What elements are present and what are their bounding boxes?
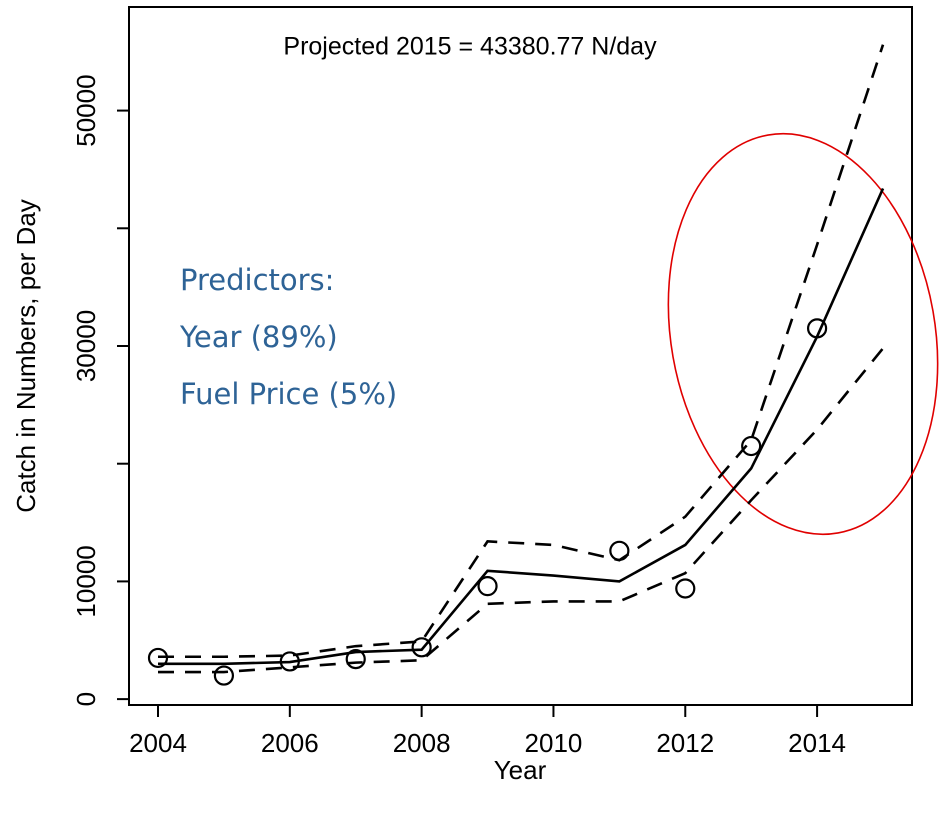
data-point: [345, 648, 366, 670]
data-point: [741, 435, 762, 457]
interval-line: [158, 44, 885, 659]
data-point: [675, 578, 696, 599]
x-tick-label: 2006: [261, 728, 319, 758]
chart-title: Projected 2015 = 43380.77 N/day: [283, 33, 657, 61]
highlight-ellipse: [667, 132, 939, 536]
x-tick-label: 2014: [788, 728, 846, 758]
data-point: [477, 576, 498, 597]
fit-line: [158, 187, 885, 666]
plot-frame: [128, 6, 913, 706]
y-tick-label: 0: [71, 692, 101, 706]
interval-line: [158, 347, 885, 674]
x-tick-label: 2004: [129, 728, 187, 758]
x-tick-label: 2012: [656, 728, 714, 758]
annotation: Year (89%): [179, 320, 338, 354]
data-point: [213, 665, 235, 686]
y-axis-title: Catch in Numbers, per Day: [11, 199, 41, 513]
annotation: Fuel Price (5%): [180, 377, 397, 411]
x-tick-label: 2008: [393, 728, 451, 758]
data-point: [411, 637, 432, 658]
y-tick-label: 30000: [71, 310, 101, 382]
y-tick-label: 50000: [71, 74, 101, 146]
annotation: Predictors:: [180, 263, 334, 297]
x-tick-label: 2010: [525, 728, 583, 758]
x-axis-title: Year: [494, 755, 547, 785]
y-tick-label: 10000: [71, 545, 101, 617]
